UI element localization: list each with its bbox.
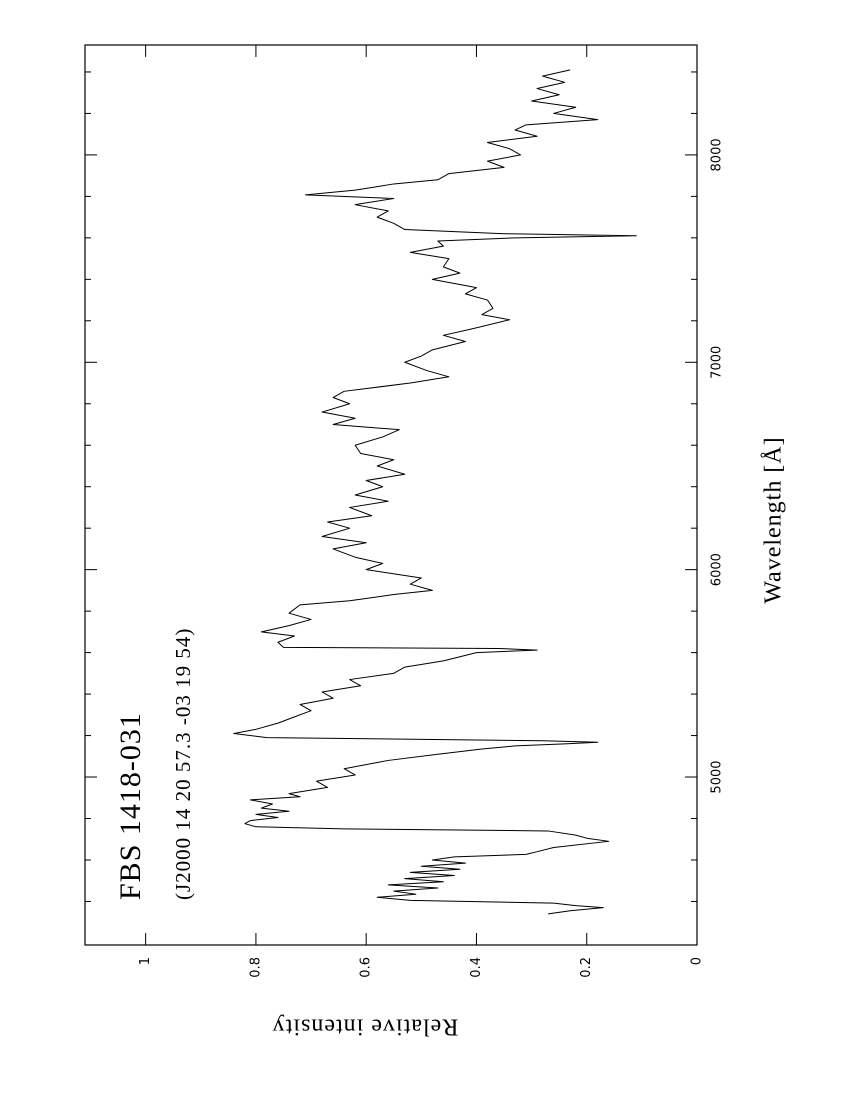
chart-subtitle: (J2000 14 20 57.3 -03 19 54) <box>171 628 195 900</box>
x-axis-label: Wavelength [Å] <box>761 436 787 603</box>
chart-title: FBS 1418-031 <box>114 712 147 900</box>
x-tick-label: 8000 <box>710 138 725 171</box>
x-tick-label: 6000 <box>710 553 725 586</box>
y-tick-label: 0.6 <box>359 957 374 978</box>
spectrum-line <box>233 69 637 915</box>
y-tick-label: 1 <box>138 957 153 965</box>
x-tick-label: 7000 <box>710 346 725 379</box>
plot-frame <box>84 44 698 946</box>
y-tick-label: 0.2 <box>579 957 594 978</box>
rotated-plot: FBS 1418-031 (J2000 14 20 57.3 -03 19 54… <box>84 44 787 1040</box>
y-tick-label: 0.4 <box>469 957 484 978</box>
y-tick-label: 0.8 <box>248 957 263 978</box>
y-tick-label: 0 <box>690 957 705 965</box>
y-axis-label: Relative intensity <box>272 1013 459 1039</box>
x-tick-label: 5000 <box>710 760 725 793</box>
